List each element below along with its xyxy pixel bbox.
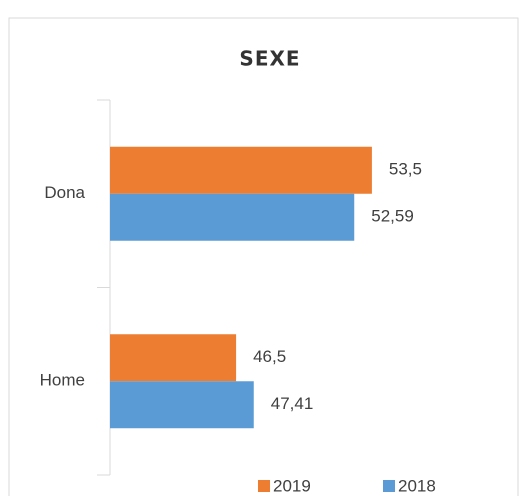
bar — [110, 193, 355, 241]
data-label: 52,59 — [371, 207, 414, 226]
legend-label: 2018 — [398, 476, 436, 495]
chart-title: SEXE — [239, 47, 300, 71]
data-label: 53,5 — [389, 160, 422, 179]
chart-border — [8, 17, 519, 496]
legend-swatch — [383, 480, 395, 492]
bar — [110, 334, 237, 382]
data-label: 47,41 — [271, 394, 314, 413]
legend-swatch — [258, 480, 270, 492]
legend-label: 2019 — [273, 476, 311, 495]
data-label: 46,5 — [253, 347, 286, 366]
y-tick-label: Home — [40, 371, 85, 390]
y-tick-label: Dona — [44, 183, 85, 202]
bar — [110, 146, 372, 194]
bar — [110, 381, 254, 429]
